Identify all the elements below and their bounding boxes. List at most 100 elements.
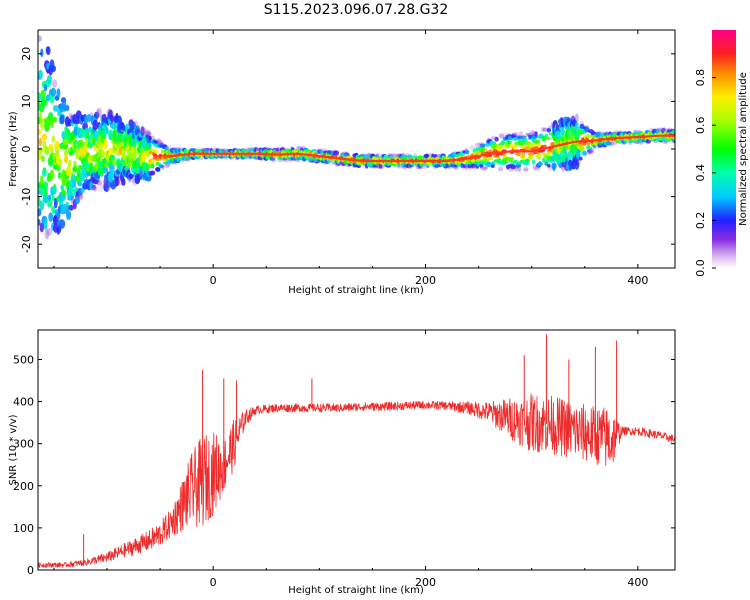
spectrogram-cell (46, 227, 53, 236)
spectrogram-cell (390, 153, 396, 158)
spectrogram-cell (497, 144, 504, 151)
spectrogram-cell (530, 143, 535, 148)
spectrogram-cell (39, 200, 45, 211)
y-tick-label: 0 (27, 564, 34, 577)
spectrogram-cell (119, 122, 125, 131)
spectrogram-cell (511, 144, 518, 150)
spectrogram-cell (528, 155, 534, 160)
spectrogram-cell (92, 184, 96, 190)
spectrogram-cell (470, 163, 477, 168)
spectrogram-cell (498, 166, 503, 172)
spectrogram-cell (72, 166, 78, 173)
spectrogram-cell (593, 145, 599, 150)
x-tick-label: 0 (210, 576, 217, 589)
spectrogram-cell (379, 163, 385, 169)
spectrogram-cell (588, 148, 594, 154)
spectrogram-cell (157, 138, 161, 144)
y-tick-label: 300 (13, 438, 34, 451)
spectrogram-cell (596, 132, 601, 138)
colorbar-tick-label: 0.0 (694, 259, 707, 277)
spectrogram-cell (46, 197, 53, 208)
spectrogram-cell (526, 146, 531, 151)
spectrogram-cell (50, 65, 56, 73)
spectrogram-cell (109, 163, 115, 174)
spectrogram-cell (77, 181, 83, 187)
spectrogram-cell (375, 152, 381, 158)
spectrogram-cell (48, 212, 54, 222)
spectrogram-cell (121, 178, 126, 186)
spectrogram-cell (67, 129, 71, 135)
spectrogram-cell (108, 129, 113, 141)
spectrogram-cell (146, 131, 152, 137)
spectrogram-cell (500, 140, 506, 146)
spectrogram-cell (531, 159, 536, 165)
spectrogram-cell (486, 161, 492, 167)
spectrogram-cell (155, 167, 161, 172)
spectrogram-cell (609, 141, 613, 146)
spectrogram-cell (394, 153, 401, 157)
spectrogram-cell (41, 155, 45, 163)
spectrogram-cell (587, 146, 593, 151)
spectrogram-cell (97, 182, 103, 193)
colorbar-ticks: 0.0 0.2 0.4 0.6 0.8 (694, 69, 716, 277)
spectrogram-cell (52, 116, 58, 123)
spectrogram-heatmap (38, 35, 675, 240)
spectrogram-cell (38, 69, 43, 80)
spectrogram-cell (483, 166, 488, 171)
colorbar-tick-label: 0.8 (694, 69, 707, 87)
spectrogram-cell (487, 156, 494, 161)
x-tick-label: 200 (415, 274, 436, 287)
spectrogram-cell (490, 136, 495, 140)
spectrogram-cell (524, 158, 530, 163)
spectrogram-cell (68, 192, 74, 201)
snr-background (38, 330, 675, 570)
spectrogram-cell (505, 157, 509, 162)
spectrogram-cell (469, 145, 476, 150)
spectrogram-cell (44, 228, 50, 240)
spectrogram-cell (510, 164, 516, 170)
spectrogram-cell (568, 161, 573, 171)
x-tick-label: 0 (210, 274, 217, 287)
spectrogram-cell (535, 153, 542, 159)
y-tick-label: 100 (13, 522, 34, 535)
spectrogram-cell (163, 164, 170, 168)
spectrogram-cell (393, 153, 399, 157)
spectrogram-cell (72, 179, 76, 186)
spectrogram-cell (68, 204, 74, 211)
spectrogram-cell (102, 167, 109, 174)
spectrogram-cell (63, 138, 69, 146)
colorbar: 0.0 0.2 0.4 0.6 0.8 Normalized spectral ampl… (694, 30, 749, 277)
spectrogram-cell (271, 157, 277, 163)
spectrogram-cell (49, 169, 55, 180)
y-tick-label: 0 (20, 146, 33, 153)
snr-frame (37, 329, 676, 571)
spectrogram-cell (575, 122, 579, 129)
spectrogram-cell (77, 194, 83, 201)
spectrogram-cell (150, 159, 155, 164)
spectrogram-cell (525, 132, 530, 137)
colorbar-tick-label: 0.4 (694, 164, 707, 182)
spectrogram-cell (606, 140, 612, 146)
y-tick-label: 200 (13, 480, 34, 493)
x-tick-label: 400 (627, 274, 648, 287)
spectrogram-cell (51, 195, 55, 201)
spectrogram-x-label: Height of straight line (km) (288, 285, 424, 296)
snr-y-axis: 0 100 200 300 400 500 (13, 353, 675, 577)
spectrogram-cell (588, 148, 594, 154)
spectrogram-cell (79, 139, 84, 147)
spectrogram-cell (548, 125, 553, 129)
y-tick-label: 500 (13, 353, 34, 366)
spectrogram-panel: 0 200 400 -20 -10 0 10 20 Height of straight l… (8, 29, 676, 296)
spectrogram-cell (43, 187, 48, 198)
spectrogram-cell (577, 159, 582, 165)
spectrogram-cell (38, 129, 42, 135)
spectrogram-cell (520, 145, 524, 149)
spectrogram-cell (140, 125, 145, 136)
spectrogram-cell (513, 132, 519, 137)
spectrogram-cell (76, 168, 81, 178)
spectrogram-cell (77, 164, 83, 171)
spectrogram-cell (516, 167, 521, 171)
spectrogram-cell (153, 140, 160, 144)
spectrogram-cell (515, 167, 522, 172)
